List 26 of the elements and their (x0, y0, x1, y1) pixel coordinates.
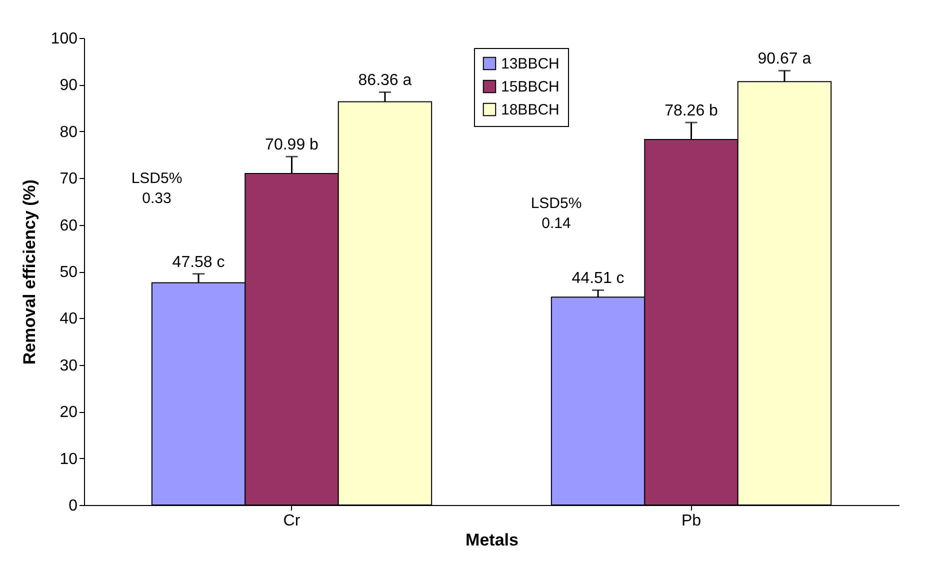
data-label: 78.26 b (664, 102, 718, 120)
y-tick-label: 10 (60, 450, 78, 468)
annotation: LSD5% 0.33 (131, 170, 182, 207)
y-tick-label: 80 (60, 124, 78, 141)
legend-label: 15BBCH (501, 78, 560, 96)
x-tick-label: Pb (681, 512, 702, 530)
x-tick-label: Cr (283, 512, 301, 530)
y-tick-label: 70 (60, 170, 78, 188)
y-axis-title: Removal efficiency (%) (20, 179, 39, 365)
data-label: 47.58 c (172, 254, 225, 271)
data-label: 44.51 c (572, 270, 624, 288)
data-label: 90.67 a (758, 50, 812, 68)
legend-label: 13BBCH (501, 56, 560, 72)
y-tick-label: 50 (60, 264, 78, 281)
y-tick-label: 100 (50, 30, 78, 48)
y-tick-label: 20 (60, 404, 78, 422)
data-label: 86.36 a (358, 72, 412, 90)
x-axis-title: Metals (466, 530, 518, 550)
data-label: 70.99 b (265, 136, 319, 154)
legend-label: 18BBCH (501, 102, 560, 118)
y-tick-label: 40 (60, 310, 78, 328)
annotation: LSD5% 0.14 (530, 195, 582, 232)
y-tick-label: 30 (60, 357, 78, 374)
y-tick-label: 60 (60, 217, 78, 234)
y-tick-label: 0 (68, 498, 78, 514)
y-tick-label: 90 (60, 77, 78, 94)
